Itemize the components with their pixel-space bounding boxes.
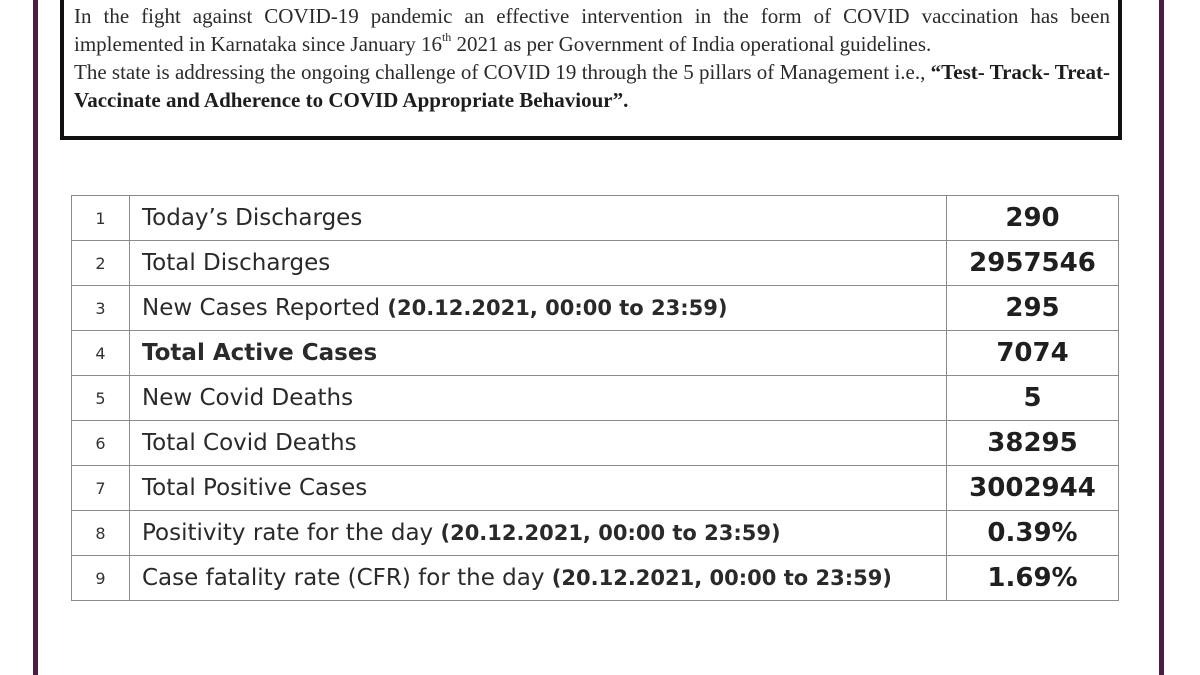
row-value: 7074 — [946, 330, 1119, 376]
table-row: 9 Case fatality rate (CFR) for the day (… — [71, 555, 1119, 601]
row-value: 2957546 — [946, 240, 1119, 286]
table-row: 6 Total Covid Deaths 38295 — [71, 420, 1119, 466]
covid-stats-table: 1 Today’s Discharges 290 2 Total Dischar… — [71, 195, 1119, 601]
table-row: 7 Total Positive Cases 3002944 — [71, 465, 1119, 511]
row-value: 5 — [946, 375, 1119, 421]
intro-text-2: The state is addressing the ongoing chal… — [74, 60, 931, 84]
intro-paragraph-2: The state is addressing the ongoing chal… — [74, 58, 1110, 114]
row-label-date: (20.12.2021, 00:00 to 23:59) — [440, 521, 781, 545]
intro-paragraph-1: In the fight against COVID-19 pandemic a… — [74, 2, 1110, 58]
frame-left-border — [33, 0, 38, 675]
row-label: New Covid Deaths — [129, 375, 947, 421]
row-label-text: Positivity rate for the day — [142, 520, 441, 546]
row-number: 6 — [71, 420, 130, 466]
row-label: Total Covid Deaths — [129, 420, 947, 466]
table-row: 3 New Cases Reported (20.12.2021, 00:00 … — [71, 285, 1119, 331]
row-label: Case fatality rate (CFR) for the day (20… — [129, 555, 947, 601]
row-label: Total Positive Cases — [129, 465, 947, 511]
row-value: 290 — [946, 195, 1119, 241]
row-label-text: Total Active Cases — [142, 340, 378, 366]
row-label-date: (20.12.2021, 00:00 to 23:59) — [551, 566, 892, 590]
row-label-text: Total Covid Deaths — [142, 430, 357, 456]
table-row: 1 Today’s Discharges 290 — [71, 195, 1119, 241]
row-label-text: Case fatality rate (CFR) for the day — [142, 565, 552, 591]
row-label: New Cases Reported (20.12.2021, 00:00 to… — [129, 285, 947, 331]
row-value: 1.69% — [946, 555, 1119, 601]
table-row: 2 Total Discharges 2957546 — [71, 240, 1119, 286]
intro-text-1-tail: 2021 as per Government of India operatio… — [451, 32, 932, 56]
table-row: 8 Positivity rate for the day (20.12.202… — [71, 510, 1119, 556]
row-number: 3 — [71, 285, 130, 331]
table-row: 5 New Covid Deaths 5 — [71, 375, 1119, 421]
row-label-text: Total Discharges — [142, 250, 331, 276]
row-label-text: New Covid Deaths — [142, 385, 354, 411]
intro-box: In the fight against COVID-19 pandemic a… — [60, 0, 1122, 140]
row-label-text: Total Positive Cases — [142, 475, 368, 501]
row-number: 1 — [71, 195, 130, 241]
row-label-text: Today’s Discharges — [142, 205, 363, 231]
row-value: 295 — [946, 285, 1119, 331]
row-value: 3002944 — [946, 465, 1119, 511]
intro-superscript: th — [441, 30, 452, 44]
table-row: 4 Total Active Cases 7074 — [71, 330, 1119, 376]
row-number: 8 — [71, 510, 130, 556]
row-label: Total Active Cases — [129, 330, 947, 376]
row-label-text: New Cases Reported — [142, 295, 388, 321]
row-value: 0.39% — [946, 510, 1119, 556]
row-number: 5 — [71, 375, 130, 421]
row-label: Total Discharges — [129, 240, 947, 286]
row-label: Positivity rate for the day (20.12.2021,… — [129, 510, 947, 556]
row-number: 4 — [71, 330, 130, 376]
intro-pillars-emphasis: “Test- Track- Treat- Vaccinate and Adher… — [74, 60, 1110, 112]
intro-text-1: In the fight against COVID-19 pandemic a… — [74, 4, 1110, 56]
row-label: Today’s Discharges — [129, 195, 947, 241]
row-number: 2 — [71, 240, 130, 286]
row-number: 9 — [71, 555, 130, 601]
row-label-date: (20.12.2021, 00:00 to 23:59) — [387, 296, 728, 320]
row-value: 38295 — [946, 420, 1119, 466]
row-number: 7 — [71, 465, 130, 511]
frame-right-border — [1159, 0, 1164, 675]
